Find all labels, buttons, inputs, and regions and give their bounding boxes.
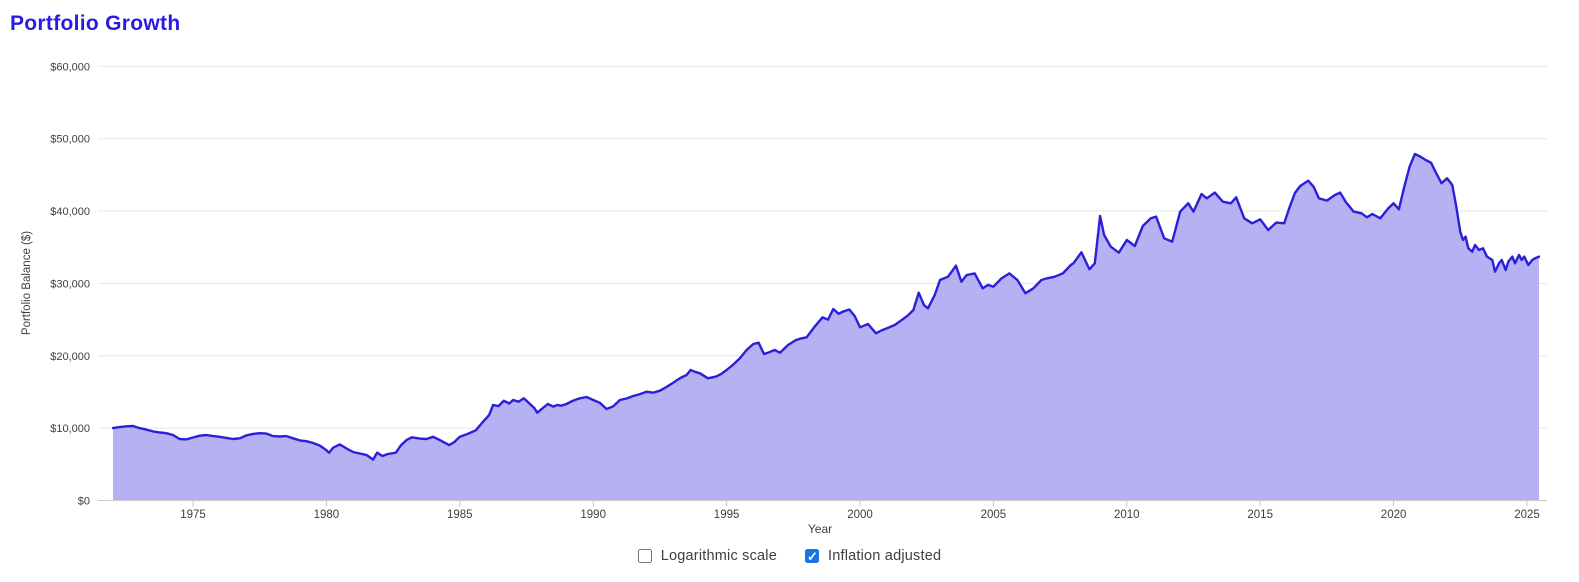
portfolio-growth-chart: $0 $10,000 $20,000 $30,000 $40,000 $50,000 $60… [50,61,1547,521]
x-tick-label: 1975 [180,509,206,521]
x-tick-label: 1980 [314,509,340,521]
y-tick-label: $0 [78,496,90,508]
logarithmic-scale-control[interactable]: Logarithmic scale [637,548,777,564]
y-tick-label: $50,000 [50,134,90,146]
y-axis-title: Portfolio Balance ($) [21,230,33,336]
y-tick-label: $60,000 [50,61,90,73]
x-tick-label: 2025 [1514,509,1540,521]
x-tick-label: 2020 [1381,509,1407,521]
x-tick-label: 2010 [1114,509,1140,521]
x-tick-label: 2015 [1247,509,1273,521]
area-series [111,152,1541,501]
x-tick-label: 2005 [981,509,1007,521]
y-tick-label: $10,000 [50,423,90,435]
inflation-adjusted-checkbox[interactable] [804,548,819,565]
y-tick-label: $20,000 [50,351,90,363]
area-fill [113,154,1539,501]
inflation-adjusted-label: Inflation adjusted [827,548,942,564]
page-title: Portfolio Growth [10,12,181,35]
inflation-adjusted-control[interactable]: Inflation adjusted [804,548,942,565]
logarithmic-scale-checkbox[interactable] [637,549,652,563]
x-tick-label: 1990 [580,509,606,521]
line-series [111,152,1541,461]
tick-labels: $0 $10,000 $20,000 $30,000 $40,000 $50,000 $60… [50,61,1540,521]
y-tick-label: $30,000 [50,278,90,290]
x-axis-title: Year [807,522,833,536]
axes [98,500,1547,507]
x-tick-label: 1995 [714,509,740,521]
y-tick-label: $40,000 [50,206,90,218]
logarithmic-scale-label: Logarithmic scale [660,548,777,564]
x-tick-label: 2000 [847,509,873,521]
x-tick-label: 1985 [447,509,473,521]
chart-controls: Logarithmic scale Inflation adjusted [0,548,1579,565]
